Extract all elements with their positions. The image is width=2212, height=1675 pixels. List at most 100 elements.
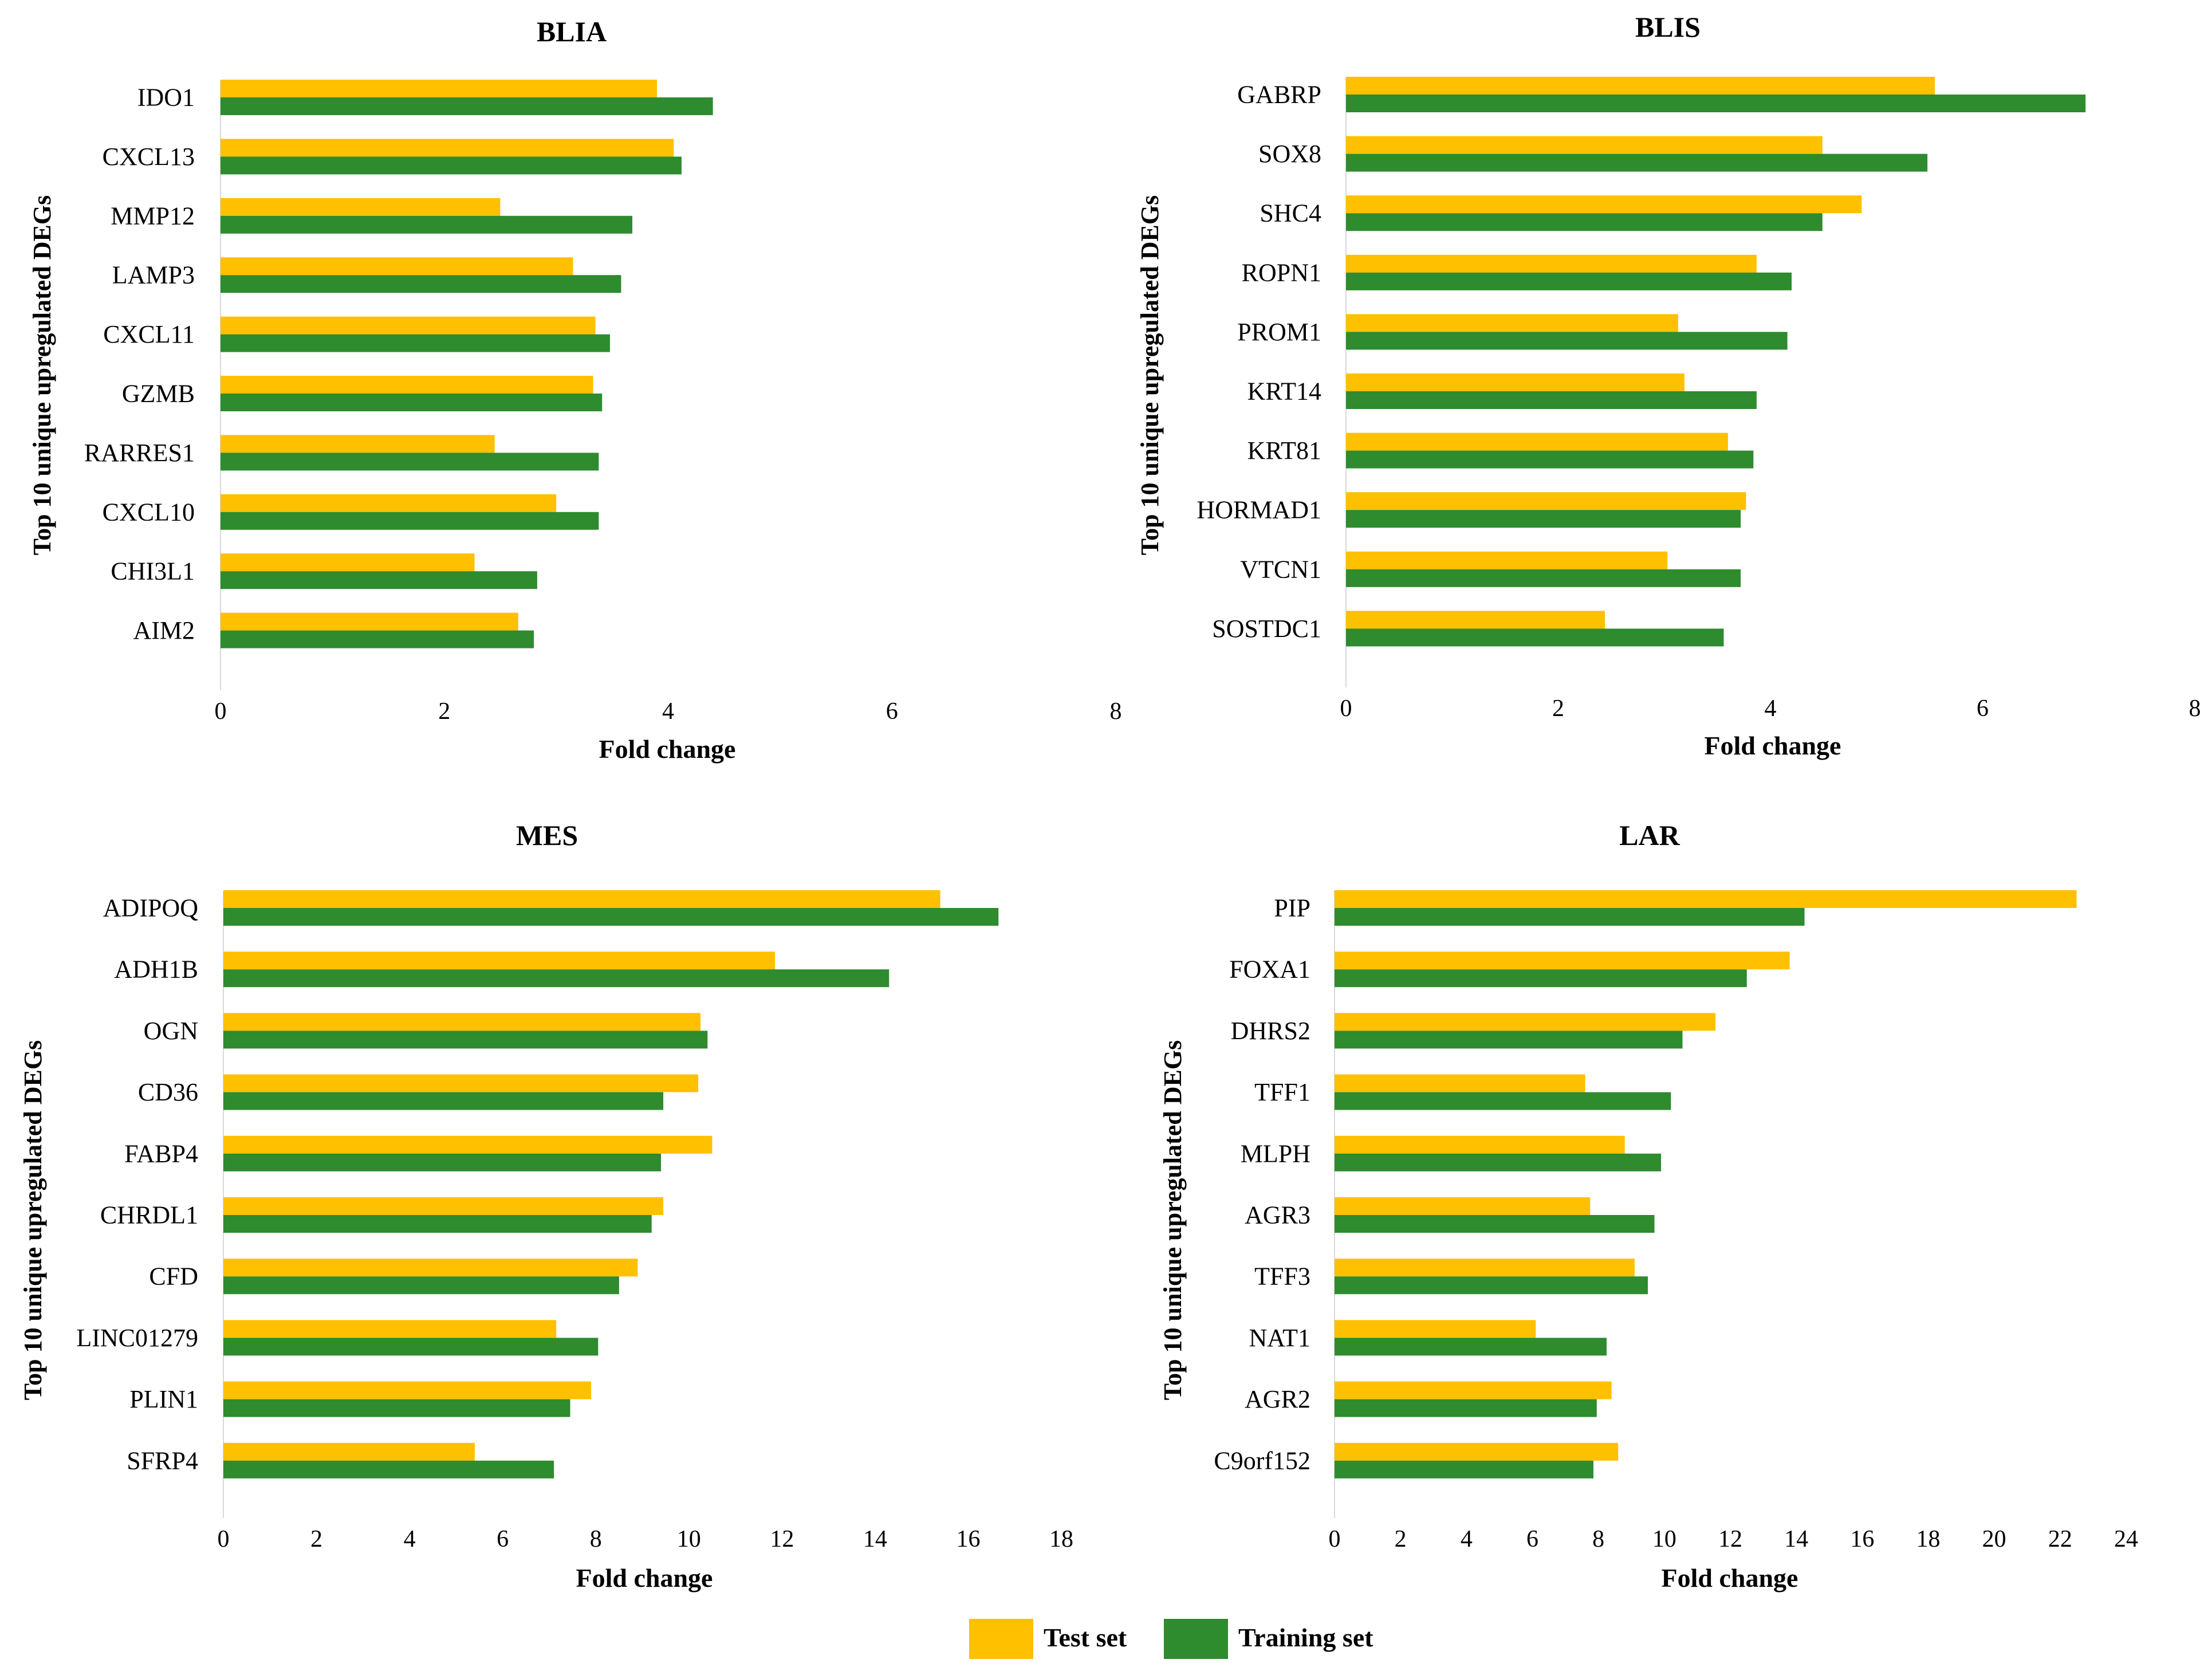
bar-training-agr3 — [1335, 1215, 1655, 1233]
bar-test-chrdl1 — [223, 1197, 664, 1215]
bar-test-agr2 — [1335, 1381, 1612, 1399]
bar-training-agr2 — [1335, 1399, 1597, 1417]
bar-test-dhrs2 — [1335, 1013, 1716, 1031]
bar-test-aim2 — [221, 612, 518, 631]
bar-test-pip — [1335, 890, 2077, 908]
bar-training-linc01279 — [223, 1338, 599, 1356]
bar-test-prom1 — [1346, 314, 1678, 332]
bar-training-ido1 — [221, 97, 713, 115]
bar-test-nat1 — [1335, 1320, 1536, 1338]
y-axis-label: Top 10 unique upregulated DEGs — [19, 1040, 47, 1400]
bar-training-chrdl1 — [223, 1215, 652, 1233]
category-label: KRT14 — [1247, 378, 1321, 406]
category-label: ADH1B — [114, 956, 198, 984]
category-label: AIM2 — [133, 616, 195, 644]
x-tick-label: 14 — [863, 1526, 887, 1552]
bar-test-cfd — [223, 1259, 638, 1277]
x-tick-label: 22 — [2048, 1526, 2072, 1552]
chart-title: MES — [516, 819, 578, 851]
category-label: TFF3 — [1254, 1263, 1310, 1291]
bar-test-hormad1 — [1346, 492, 1746, 510]
chart-blia: BLIA Top 10 unique upregulated DEGs Fold c… — [28, 15, 1122, 764]
x-axis-label: Fold change — [576, 1563, 713, 1593]
bar-test-rarres1 — [221, 435, 495, 453]
category-label: CD36 — [138, 1078, 198, 1106]
bar-training-pip — [1335, 908, 1805, 926]
x-tick-label: 0 — [1329, 1526, 1341, 1552]
x-tick-label: 20 — [1982, 1526, 2006, 1552]
category-label: KRT81 — [1247, 437, 1321, 465]
x-tick-label: 8 — [590, 1526, 602, 1552]
category-label: IDO1 — [137, 84, 195, 112]
bar-test-mlph — [1335, 1135, 1625, 1154]
x-tick-label: 4 — [1765, 695, 1777, 722]
bar-training-lamp3 — [221, 275, 621, 293]
bar-test-fabp4 — [223, 1135, 713, 1154]
bar-training-krt81 — [1346, 450, 1754, 469]
x-tick-label: 0 — [215, 698, 227, 725]
bar-test-sox8 — [1346, 136, 1823, 154]
x-tick-label: 16 — [1850, 1526, 1874, 1552]
bar-training-tff1 — [1335, 1092, 1671, 1110]
category-label: CHI3L1 — [111, 557, 195, 585]
legend-label-training-set: Training set — [1238, 1623, 1373, 1652]
chart-title: LAR — [1619, 819, 1680, 851]
bar-test-adipoq — [223, 890, 940, 908]
category-label: OGN — [144, 1017, 198, 1045]
x-tick-label: 18 — [1049, 1526, 1073, 1552]
bar-training-krt14 — [1346, 391, 1757, 409]
chart-panels: BLIA Top 10 unique upregulated DEGs Fold c… — [19, 11, 2201, 1593]
x-tick-label: 18 — [1916, 1526, 1941, 1552]
legend: Test set Training set — [969, 1619, 1373, 1659]
bar-test-cd36 — [223, 1074, 699, 1092]
x-tick-label: 2 — [1395, 1526, 1407, 1552]
legend-label-test-set: Test set — [1044, 1623, 1127, 1652]
bar-training-mlph — [1335, 1153, 1662, 1171]
bar-test-mmp12 — [221, 198, 501, 216]
x-tick-label: 0 — [218, 1526, 230, 1552]
category-label: FABP4 — [124, 1139, 198, 1167]
category-label: SOSTDC1 — [1212, 615, 1321, 643]
x-tick-label: 4 — [662, 698, 674, 725]
bar-test-adh1b — [223, 951, 776, 970]
category-label: GABRP — [1237, 81, 1321, 109]
x-axis-label: Fold change — [1705, 731, 1841, 760]
chart-title: BLIS — [1635, 11, 1701, 43]
category-label: FOXA1 — [1229, 956, 1310, 984]
x-axis-label: Fold change — [599, 734, 736, 764]
x-tick-label: 6 — [497, 1526, 509, 1552]
bar-test-sostdc1 — [1346, 611, 1605, 629]
category-label: LINC01279 — [76, 1324, 198, 1352]
bar-test-krt14 — [1346, 373, 1684, 391]
x-tick-label: 2 — [438, 698, 450, 725]
category-label: ROPN1 — [1242, 258, 1321, 286]
bar-training-chi3l1 — [221, 571, 537, 589]
category-label: PROM1 — [1237, 318, 1321, 346]
bar-test-linc01279 — [223, 1320, 557, 1338]
y-axis-label: Top 10 unique upregulated DEGs — [1136, 195, 1164, 555]
x-tick-label: 0 — [1340, 695, 1352, 722]
x-tick-label: 24 — [2114, 1526, 2138, 1552]
chart-mes: MES Top 10 unique upregulated DEGs Fold ch… — [19, 819, 1073, 1593]
category-label: TFF1 — [1254, 1078, 1310, 1106]
bar-test-shc4 — [1346, 195, 1862, 214]
category-label: CXCL11 — [103, 320, 195, 348]
chart-title: BLIA — [537, 15, 607, 48]
x-tick-label: 16 — [956, 1526, 980, 1552]
bar-test-cxcl10 — [221, 494, 557, 512]
bar-training-c9orf152 — [1335, 1460, 1594, 1479]
bar-training-cfd — [223, 1276, 619, 1295]
bar-test-gabrp — [1346, 77, 1935, 95]
bar-training-adipoq — [223, 908, 999, 926]
x-tick-label: 4 — [1461, 1526, 1473, 1552]
category-label: AGR3 — [1245, 1201, 1310, 1229]
bar-training-ogn — [223, 1031, 708, 1049]
bar-test-agr3 — [1335, 1197, 1591, 1215]
bar-training-nat1 — [1335, 1338, 1607, 1356]
bar-training-vtcn1 — [1346, 569, 1741, 587]
bar-test-chi3l1 — [221, 553, 475, 572]
x-tick-label: 8 — [1110, 698, 1122, 725]
bar-training-hormad1 — [1346, 510, 1741, 528]
